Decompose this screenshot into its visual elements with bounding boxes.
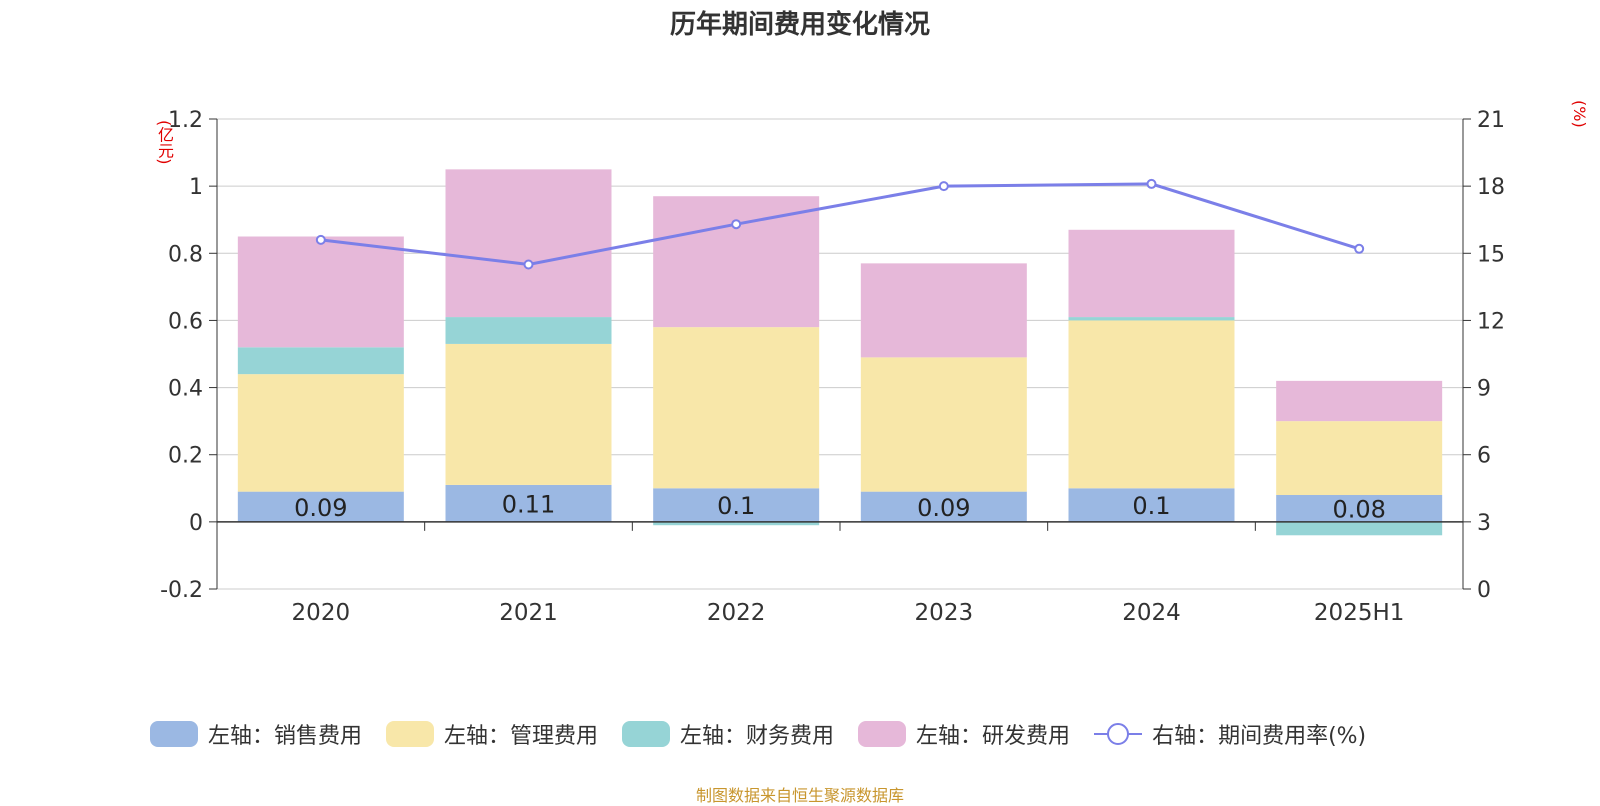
bar-segment bbox=[1068, 317, 1235, 321]
x-axis-category-label: 2023 bbox=[915, 600, 974, 626]
bar-data-label: 0.09 bbox=[294, 494, 347, 522]
legend-label-rnd: 左轴：研发费用 bbox=[916, 724, 1071, 749]
right-axis-unit: (%) bbox=[1570, 100, 1589, 128]
right-axis-tick-label: 15 bbox=[1477, 242, 1505, 267]
legend-item-expense-rate[interactable]: 右轴：期间费用率(%) bbox=[1094, 718, 1366, 750]
bar-segment bbox=[1276, 521, 1443, 536]
left-axis-unit: (亿元) bbox=[155, 120, 174, 165]
legend-line-marker-icon bbox=[1094, 721, 1143, 747]
bar-segment bbox=[860, 357, 1027, 492]
bar-data-label: 0.09 bbox=[917, 494, 970, 522]
bar-segment bbox=[653, 488, 820, 522]
bar-segment bbox=[445, 317, 612, 344]
bar-segment bbox=[445, 343, 612, 485]
right-axis-tick-label: 12 bbox=[1477, 309, 1505, 334]
left-axis-tick-label: 1.2 bbox=[168, 108, 203, 133]
bar-data-label: 0.1 bbox=[717, 492, 755, 520]
chart-legend: 左轴：销售费用 左轴：管理费用 左轴：财务费用 左轴：研发费用 右轴：期间费用率… bbox=[150, 718, 1390, 750]
expense-rate-point bbox=[523, 259, 534, 270]
bar-segment bbox=[1068, 320, 1235, 489]
bar-segment bbox=[1068, 229, 1235, 318]
bar-data-label: 0.1 bbox=[1132, 492, 1170, 520]
legend-swatch-admin bbox=[386, 721, 435, 747]
legend-swatch-rnd bbox=[858, 721, 907, 747]
expense-rate-point bbox=[1146, 178, 1157, 189]
legend-item-finance[interactable]: 左轴：财务费用 bbox=[622, 718, 834, 750]
bar-segment bbox=[1276, 421, 1443, 495]
left-axis-tick-label: 0 bbox=[189, 511, 203, 536]
x-axis-category-label: 2025H1 bbox=[1314, 600, 1404, 626]
data-source-note: 制图数据来自恒生聚源数据库 bbox=[695, 786, 904, 805]
right-axis-tick-label: 0 bbox=[1477, 578, 1491, 603]
legend-item-sales[interactable]: 左轴：销售费用 bbox=[150, 718, 362, 750]
bar-segment bbox=[1276, 380, 1443, 422]
legend-swatch-sales bbox=[150, 721, 198, 747]
legend-item-rnd[interactable]: 左轴：研发费用 bbox=[858, 718, 1070, 750]
legend-item-admin[interactable]: 左轴：管理费用 bbox=[386, 718, 598, 750]
right-axis-tick-label: 6 bbox=[1477, 444, 1491, 469]
chart-title: 历年期间费用变化情况 bbox=[669, 10, 930, 40]
left-axis-tick-label: 0.4 bbox=[168, 377, 203, 402]
legend-label-expense-rate: 右轴：期间费用率(%) bbox=[1152, 724, 1367, 749]
right-axis-tick-label: 9 bbox=[1477, 377, 1491, 402]
right-axis-tick-label: 21 bbox=[1477, 108, 1505, 133]
right-axis-tick-label: 18 bbox=[1477, 175, 1505, 200]
bar-data-label: 0.08 bbox=[1332, 495, 1385, 523]
bar-segment bbox=[653, 327, 820, 489]
bar-segment bbox=[237, 236, 404, 348]
chart-canvas: -0.2 0 0.2 0.4 0.6 0.8 1 1.2 0 3 6 9 12 15 18 21 0.09 0.1… bbox=[160, 108, 1505, 626]
bar-segment bbox=[1276, 495, 1443, 522]
bar-segment bbox=[860, 263, 1027, 358]
x-axis-category-label: 2021 bbox=[499, 600, 558, 626]
bar-segment bbox=[445, 484, 612, 522]
left-axis-tick-label: 0.2 bbox=[168, 444, 203, 469]
legend-swatch-finance bbox=[622, 721, 671, 747]
x-axis-category-label: 2022 bbox=[707, 600, 766, 626]
expense-rate-point bbox=[315, 234, 326, 245]
bar-segment bbox=[653, 521, 820, 526]
expense-rate-point bbox=[731, 219, 742, 230]
x-axis-category-label: 2024 bbox=[1122, 600, 1181, 626]
legend-label-finance: 左轴：财务费用 bbox=[680, 724, 835, 749]
bar-segment bbox=[237, 491, 404, 522]
left-axis-tick-label: 1 bbox=[189, 175, 203, 200]
left-axis-tick-label: 0.6 bbox=[168, 309, 203, 334]
bar-segment bbox=[653, 196, 820, 328]
bar-segment bbox=[860, 491, 1027, 522]
bar-data-label: 0.11 bbox=[502, 490, 555, 518]
expense-rate-line bbox=[320, 182, 1360, 266]
left-axis-tick-label: 0.8 bbox=[168, 242, 203, 267]
bar-segment bbox=[1068, 488, 1235, 522]
expense-rate-point bbox=[938, 181, 949, 192]
x-axis-category-label: 2020 bbox=[292, 600, 351, 626]
bar-segment bbox=[237, 374, 404, 492]
legend-label-sales: 左轴：销售费用 bbox=[208, 724, 363, 749]
left-axis-tick-label: -0.2 bbox=[160, 578, 203, 603]
bar-segment bbox=[445, 169, 612, 318]
right-axis-tick-label: 3 bbox=[1477, 511, 1491, 536]
bar-segment bbox=[237, 347, 404, 375]
expense-rate-point bbox=[1354, 243, 1365, 254]
legend-label-admin: 左轴：管理费用 bbox=[444, 724, 599, 749]
